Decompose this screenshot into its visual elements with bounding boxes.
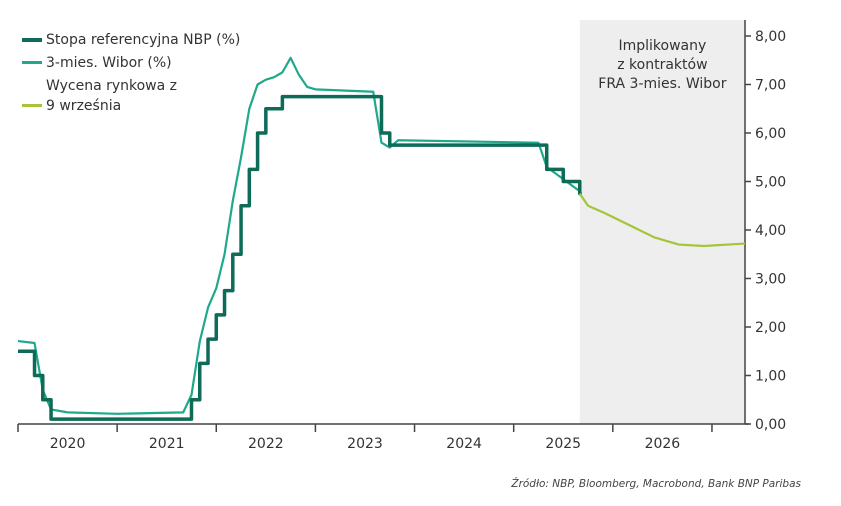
source-note: Źródło: NBP, Bloomberg, Macrobond, Bank … xyxy=(511,478,801,490)
y-tick-label: 8,00 xyxy=(755,29,786,45)
x-tick-label: 2026 xyxy=(645,436,681,452)
x-tick-label: 2022 xyxy=(248,436,284,452)
legend-item-nbp: Stopa referencyjna NBP (%) xyxy=(22,30,240,50)
y-tick-label: 3,00 xyxy=(755,272,786,288)
legend: Stopa referencyjna NBP (%) 3-mies. Wibor… xyxy=(22,30,240,119)
y-tick-label: 6,00 xyxy=(755,126,786,142)
series-line-1 xyxy=(17,56,581,415)
shaded-region-label: z kontraktów xyxy=(617,57,707,73)
x-tick-label: 2025 xyxy=(545,436,581,452)
legend-swatch xyxy=(22,61,42,64)
y-tick-label: 4,00 xyxy=(755,223,786,239)
series-line-2 xyxy=(578,193,746,248)
forecast-shaded-region xyxy=(579,20,745,424)
legend-label: 3-mies. Wibor (%) xyxy=(46,55,172,71)
x-tick-label: 2024 xyxy=(446,436,482,452)
legend-label: Stopa referencyjna NBP (%) xyxy=(46,32,241,48)
shaded-region-label: FRA 3-mies. Wibor xyxy=(598,76,726,92)
series-line-0 xyxy=(18,94,582,421)
y-tick-label: 5,00 xyxy=(755,175,786,191)
legend-swatch xyxy=(22,38,42,42)
y-tick-label: 7,00 xyxy=(755,78,786,94)
x-tick-label: 2023 xyxy=(347,436,383,452)
y-tick-label: 1,00 xyxy=(755,369,786,385)
x-tick-label: 2020 xyxy=(50,436,86,452)
y-tick-label: 2,00 xyxy=(755,320,786,336)
legend-item-forecast: Wycena rynkowa z 9 września xyxy=(22,76,240,116)
shaded-region-label: Implikowany xyxy=(618,38,706,54)
legend-swatch xyxy=(22,104,42,107)
legend-item-wibor: 3-mies. Wibor (%) xyxy=(22,53,240,73)
y-tick-label: 0,00 xyxy=(755,417,786,433)
legend-label: Wycena rynkowa z 9 września xyxy=(46,78,178,114)
x-tick-label: 2021 xyxy=(149,436,185,452)
